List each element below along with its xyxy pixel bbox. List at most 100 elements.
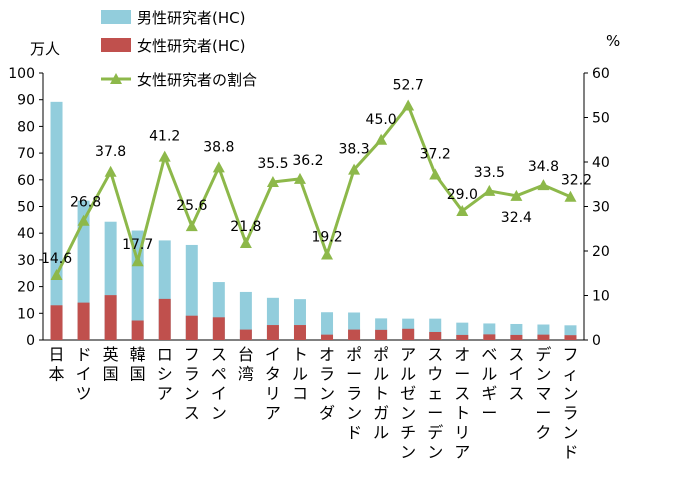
right-tick-label: 20 <box>592 244 610 260</box>
plot-area: 0 10 20 30 40 50 60 70 80 90 100 0 10 20 30 40 50 60 14.6 2… <box>8 66 610 462</box>
ratio-marker <box>564 190 577 202</box>
ratio-marker <box>483 184 496 196</box>
category-label: 台湾 <box>238 345 254 384</box>
left-tick-label: 70 <box>17 146 35 162</box>
ratio-marker <box>104 165 117 177</box>
right-tick-label: 10 <box>592 289 610 305</box>
bar-female <box>185 315 198 340</box>
ratio-data-label: 21.8 <box>230 219 261 235</box>
category-label: ロシア <box>157 345 173 403</box>
ratio-marker <box>375 133 388 145</box>
bar-female <box>510 334 523 340</box>
left-tick-label: 10 <box>17 306 35 322</box>
bar-female <box>212 317 225 340</box>
bar-female <box>131 320 144 340</box>
category-label: スペイン <box>211 345 227 423</box>
legend: 男性研究者(HC) 女性研究者(HC) 女性研究者の割合 <box>101 9 257 89</box>
ratio-marker <box>50 269 63 281</box>
ratio-data-label: 33.5 <box>474 165 505 181</box>
ratio-data-label: 19.2 <box>311 230 342 246</box>
bar-male <box>239 291 252 340</box>
ratio-data-label: 17.7 <box>122 237 153 253</box>
bar-female <box>239 329 252 340</box>
legend-label-ratio: 女性研究者の割合 <box>137 71 257 89</box>
bar-female <box>402 328 415 340</box>
ratio-data-label: 36.2 <box>292 153 323 169</box>
bar-female <box>77 302 90 340</box>
category-label: ドイツ <box>76 345 92 403</box>
bar-female <box>321 334 334 340</box>
ratio-data-label: 37.2 <box>420 146 451 162</box>
ratio-marker <box>293 172 306 184</box>
category-label: スウェーデン <box>427 345 443 462</box>
bar-female <box>429 331 442 340</box>
legend-label-female: 女性研究者(HC) <box>137 37 245 55</box>
ratio-data-label: 32.2 <box>561 173 592 189</box>
bar-female <box>158 298 171 340</box>
category-label: ポルトガル <box>373 345 389 442</box>
bar-female <box>348 329 361 340</box>
legend-marker-ratio <box>110 73 122 84</box>
bar-female <box>266 325 279 340</box>
ratio-marker <box>510 189 523 201</box>
legend-swatch-female <box>101 38 131 52</box>
ratio-marker <box>402 99 415 111</box>
left-tick-label: 90 <box>17 93 35 109</box>
ratio-data-label: 41.2 <box>149 129 180 145</box>
left-tick-label: 50 <box>17 200 35 216</box>
ratio-marker <box>212 161 225 173</box>
category-label: オーストリア <box>454 345 470 462</box>
bar-female <box>456 334 469 340</box>
ratio-marker <box>131 255 144 267</box>
ratio-data-label: 38.8 <box>203 139 234 155</box>
left-tick-label: 30 <box>17 253 35 269</box>
bar-male <box>131 230 144 340</box>
ratio-data-label: 35.5 <box>257 156 288 172</box>
bar-male <box>50 101 63 340</box>
category-label: 韓国 <box>130 345 146 384</box>
left-tick-label: 0 <box>26 333 35 349</box>
ratio-marker <box>185 220 198 232</box>
ratio-marker <box>321 248 334 260</box>
left-tick-label: 100 <box>8 66 35 82</box>
bar-female <box>104 295 117 340</box>
ratio-data-label: 14.6 <box>41 251 72 267</box>
bar-female <box>564 335 577 340</box>
ratio-marker <box>158 150 171 162</box>
ratio-marker <box>266 176 279 188</box>
ratio-marker <box>429 168 442 180</box>
left-tick-label: 80 <box>17 119 35 135</box>
right-axis-unit: % <box>606 32 620 50</box>
category-label: フィンランド <box>562 345 578 462</box>
right-tick-label: 0 <box>592 333 601 349</box>
ratio-data-label: 38.3 <box>338 142 369 158</box>
right-tick-label: 50 <box>592 111 610 127</box>
ratio-marker <box>77 214 90 226</box>
ratio-marker <box>456 204 469 216</box>
category-label: フランス <box>184 345 200 423</box>
right-tick-label: 60 <box>592 66 610 82</box>
ratio-data-label: 26.8 <box>70 195 101 211</box>
ratio-data-label: 29.0 <box>447 187 478 203</box>
category-label: アルゼンチン <box>400 345 416 462</box>
ratio-data-label: 52.7 <box>393 77 424 93</box>
legend-swatch-male <box>101 10 131 24</box>
ratio-marker <box>239 236 252 248</box>
left-axis-unit: 万人 <box>30 40 60 58</box>
right-tick-label: 30 <box>592 200 610 216</box>
ratio-data-label: 32.4 <box>501 210 532 226</box>
left-tick-label: 60 <box>17 173 35 189</box>
left-tick-label: 20 <box>17 280 35 296</box>
ratio-marker <box>537 179 550 191</box>
category-label: ベルギー <box>481 345 497 423</box>
left-tick-label: 40 <box>17 226 35 242</box>
category-label: 英国 <box>103 345 119 384</box>
bar-male <box>321 312 334 340</box>
category-label: イタリア <box>265 345 281 423</box>
bar-female <box>293 325 306 340</box>
ratio-data-label: 37.8 <box>95 144 126 160</box>
bar-female <box>483 334 496 340</box>
ratio-marker <box>348 163 361 175</box>
